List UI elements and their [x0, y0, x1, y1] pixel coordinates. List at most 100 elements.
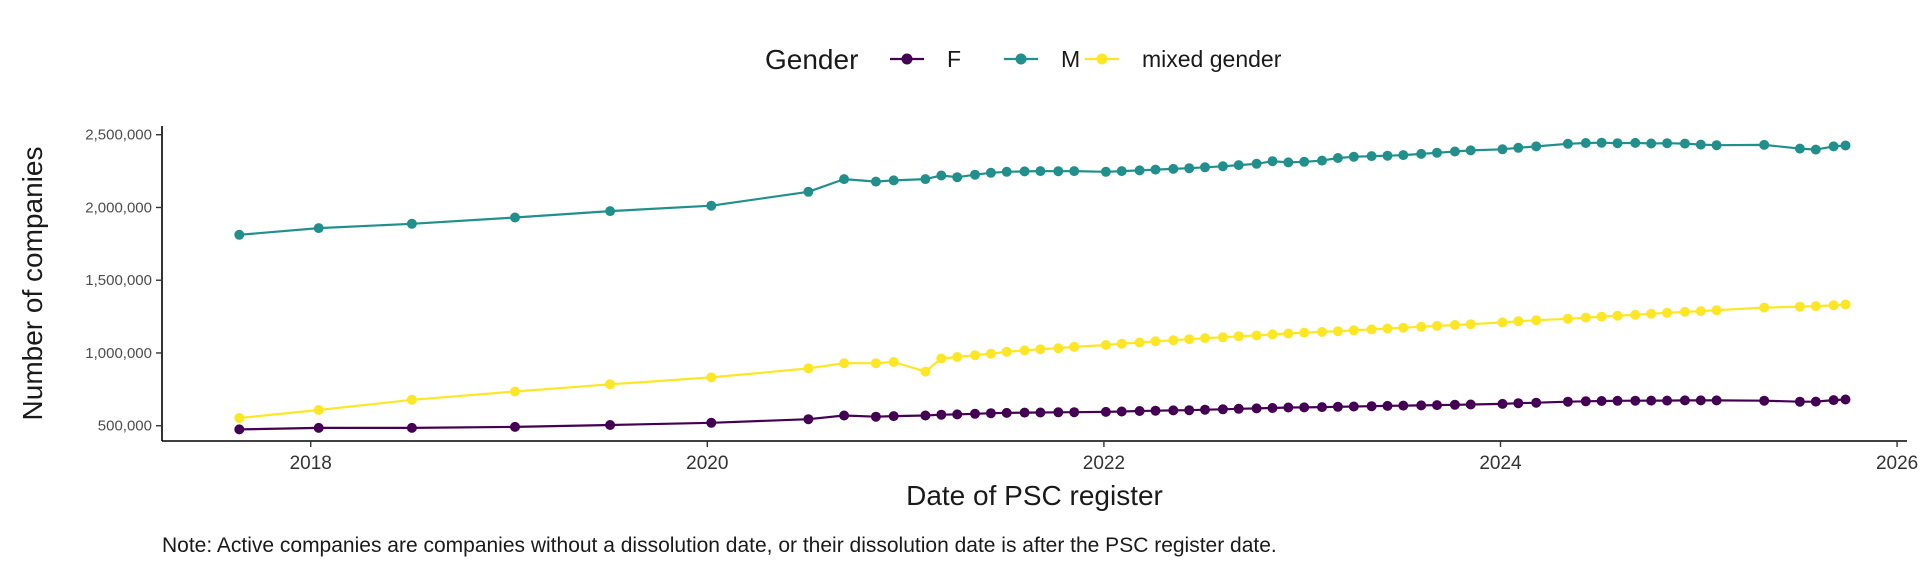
data-point-m	[1001, 166, 1012, 177]
data-point-m	[1398, 150, 1409, 161]
data-point-m	[970, 169, 980, 180]
data-point-m	[1562, 138, 1573, 149]
legend-entry-f: F	[890, 46, 961, 72]
data-point-mixed-gender	[1840, 299, 1851, 310]
data-point-f	[1416, 400, 1427, 411]
data-point-m	[1580, 138, 1591, 148]
data-point-m	[1134, 165, 1145, 176]
data-point-m	[1035, 166, 1046, 177]
data-point-mixed-gender	[1200, 333, 1210, 344]
data-point-f	[1612, 395, 1623, 406]
data-point-m	[510, 212, 520, 223]
data-point-m	[1662, 138, 1673, 149]
data-point-mixed-gender	[870, 358, 881, 369]
data-point-m	[888, 175, 899, 186]
data-point-mixed-gender	[888, 357, 899, 367]
data-point-f	[1100, 406, 1111, 417]
data-point-mixed-gender	[1217, 332, 1228, 343]
data-point-m	[1828, 141, 1839, 152]
data-point-mixed-gender	[313, 405, 324, 415]
data-point-m	[1382, 150, 1393, 161]
data-point-mixed-gender	[1679, 306, 1690, 317]
data-point-m	[1840, 140, 1851, 151]
data-point-mixed-gender	[1001, 346, 1012, 357]
data-point-mixed-gender	[936, 353, 947, 364]
data-point-mixed-gender	[1612, 310, 1623, 321]
data-point-f	[1465, 399, 1476, 410]
data-point-m	[1416, 148, 1427, 159]
data-point-m	[936, 170, 947, 181]
series-f	[234, 394, 1851, 435]
data-point-m	[1053, 166, 1064, 177]
data-point-f	[1695, 395, 1706, 406]
data-point-mixed-gender	[234, 413, 245, 423]
data-point-m	[1116, 166, 1127, 177]
data-point-m	[952, 172, 963, 183]
data-point-f	[234, 424, 245, 435]
x-tick-label: 2018	[290, 453, 332, 474]
data-point-f	[985, 408, 996, 419]
data-point-mixed-gender	[1531, 315, 1542, 326]
chart-note: Note: Active companies are companies wit…	[162, 534, 1277, 557]
data-point-f	[1662, 395, 1673, 406]
data-point-f	[1810, 396, 1821, 407]
data-point-mixed-gender	[1299, 327, 1310, 338]
series-mixed-gender	[234, 299, 1851, 423]
data-point-mixed-gender	[1562, 313, 1573, 324]
data-point-f	[1711, 395, 1722, 406]
data-point-m	[1100, 166, 1111, 177]
data-point-m	[313, 223, 324, 234]
data-point-f	[1317, 402, 1327, 413]
data-point-m	[1810, 144, 1821, 155]
data-point-m	[1596, 137, 1607, 148]
data-point-m	[1251, 158, 1262, 169]
data-point-m	[1332, 153, 1343, 163]
data-point-f	[1531, 397, 1542, 408]
data-point-f	[870, 411, 881, 422]
data-point-f	[1116, 406, 1127, 417]
data-point-mixed-gender	[1382, 323, 1393, 334]
data-point-f	[1562, 396, 1573, 407]
data-point-mixed-gender	[1794, 301, 1805, 312]
data-point-m	[1267, 156, 1278, 167]
data-point-m	[1366, 151, 1377, 162]
data-point-m	[1283, 157, 1294, 168]
data-point-m	[1497, 144, 1508, 155]
series-line-m	[239, 141, 1846, 236]
legend-key-marker	[1096, 53, 1108, 65]
data-point-f	[1630, 395, 1641, 406]
data-point-m	[1531, 141, 1542, 152]
data-point-m	[1019, 166, 1030, 177]
legend-key-marker	[1015, 53, 1027, 65]
data-point-mixed-gender	[839, 358, 850, 369]
data-point-mixed-gender	[1069, 341, 1080, 352]
data-point-f	[1168, 405, 1179, 416]
data-point-f	[1200, 404, 1210, 415]
y-tick-label: 500,000	[98, 418, 152, 435]
data-point-m	[605, 206, 616, 217]
data-point-mixed-gender	[510, 386, 520, 397]
data-point-m	[1233, 160, 1244, 171]
data-point-f	[1069, 407, 1080, 418]
data-point-mixed-gender	[605, 379, 616, 390]
data-point-m	[985, 167, 996, 178]
data-point-m	[1168, 163, 1179, 174]
data-point-mixed-gender	[1711, 305, 1722, 316]
data-point-f	[1840, 394, 1851, 405]
data-point-m	[1759, 139, 1770, 150]
data-point-m	[706, 200, 717, 211]
x-tick-label: 2026	[1876, 453, 1918, 474]
data-point-mixed-gender	[1366, 324, 1377, 335]
data-point-m	[803, 186, 814, 197]
data-point-m	[1513, 142, 1524, 153]
data-point-f	[803, 414, 814, 425]
data-point-mixed-gender	[952, 352, 963, 362]
data-point-f	[406, 422, 417, 433]
data-point-mixed-gender	[1662, 307, 1673, 318]
data-point-mixed-gender	[1449, 320, 1460, 330]
data-point-m	[1348, 151, 1359, 162]
data-point-f	[1134, 406, 1145, 416]
data-point-mixed-gender	[1497, 317, 1508, 328]
data-point-m	[1612, 138, 1623, 149]
